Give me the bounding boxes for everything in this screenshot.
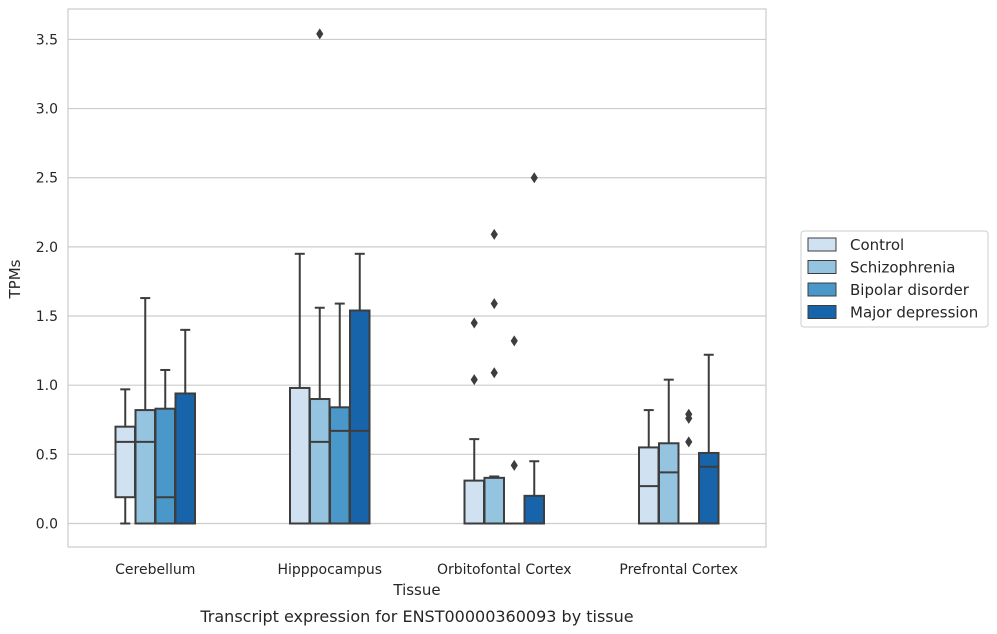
- y-tick-label: 3.0: [36, 102, 58, 118]
- box: [658, 378, 680, 525]
- outlier-point: [510, 459, 518, 471]
- legend-frame: [800, 230, 989, 328]
- outlier-point: [490, 228, 498, 240]
- chart-caption: Transcript expression for ENST0000036009…: [199, 607, 633, 626]
- x-axis-label: Tissue: [392, 581, 440, 599]
- legend-swatch: [807, 237, 837, 252]
- legend-label: Control: [850, 236, 904, 254]
- box-body: [329, 406, 351, 525]
- box: [503, 335, 525, 525]
- box: [638, 409, 660, 525]
- legend-label: Schizophrenia: [850, 259, 955, 277]
- box-body: [114, 425, 136, 499]
- legend-label: Bipolar disorder: [850, 281, 970, 299]
- outlier-point: [530, 172, 538, 184]
- series-major-depression: [174, 172, 720, 525]
- y-tick-label: 1.0: [36, 378, 58, 394]
- box-body: [349, 309, 371, 525]
- y-tick-label: 2.5: [36, 171, 58, 187]
- box: [678, 408, 700, 525]
- x-tick-label: Orbitofontal Cortex: [437, 562, 572, 578]
- outlier-point: [470, 374, 478, 386]
- x-tick-label: Hipppocampus: [277, 562, 382, 578]
- box-body: [134, 409, 156, 525]
- outlier-point: [510, 335, 518, 347]
- box: [114, 388, 136, 525]
- y-tick-label: 2.0: [36, 240, 58, 256]
- outlier-point: [685, 436, 693, 448]
- box-body: [174, 392, 196, 525]
- box-body: [698, 451, 720, 525]
- box-body: [289, 386, 311, 525]
- box: [349, 252, 371, 525]
- box: [329, 302, 351, 525]
- box-body: [658, 442, 680, 525]
- box: [483, 228, 505, 525]
- box: [698, 353, 720, 525]
- box-body: [309, 398, 331, 525]
- outlier-point: [490, 298, 498, 310]
- legend-swatch: [807, 282, 837, 297]
- y-tick-label: 0.5: [36, 447, 58, 463]
- box-series: [114, 28, 720, 525]
- y-axis-ticks: 0.0 0.5 1.0 1.5 2.0 2.5 3.0 3.5: [36, 32, 58, 532]
- outlier-point: [685, 408, 693, 420]
- outlier-point: [490, 367, 498, 379]
- outlier-point: [316, 28, 324, 40]
- series-bipolar-disorder: [154, 302, 700, 525]
- x-axis-ticks: Cerebellum Hipppocampus Orbitofontal Corte…: [115, 562, 738, 578]
- legend-swatch: [807, 260, 837, 274]
- legend: Control Schizophrenia Bipolar disorder Majo…: [800, 230, 989, 328]
- legend-swatch: [807, 305, 837, 319]
- y-tick-label: 1.5: [36, 309, 58, 325]
- box: [174, 328, 196, 525]
- legend-label: Major depression: [850, 304, 978, 322]
- box: [523, 172, 545, 525]
- x-tick-label: Prefrontal Cortex: [619, 562, 738, 578]
- y-tick-label: 3.5: [36, 32, 58, 48]
- box-body: [463, 479, 485, 525]
- box-body: [523, 494, 545, 525]
- box-body: [154, 407, 176, 525]
- outlier-point: [470, 317, 478, 329]
- box-body: [483, 476, 505, 525]
- x-tick-label: Cerebellum: [115, 562, 195, 578]
- y-tick-label: 0.0: [36, 516, 58, 532]
- y-axis-label: TPMs: [6, 259, 24, 299]
- series-schizophrenia: [134, 28, 680, 525]
